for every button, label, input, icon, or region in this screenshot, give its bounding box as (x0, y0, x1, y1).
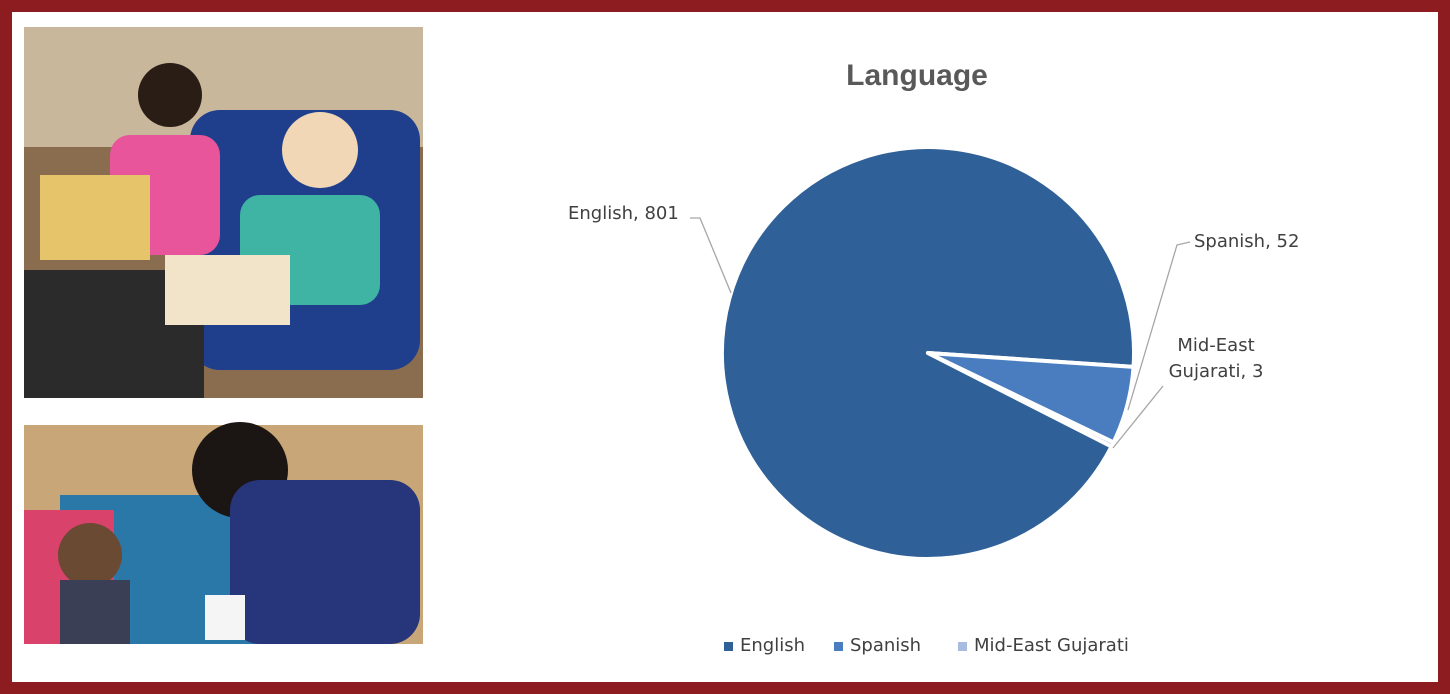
legend-label: English (740, 635, 805, 656)
data-label-value: 52 (1276, 231, 1300, 252)
legend-label: Mid-East Gujarati (974, 635, 1129, 656)
chart-title: Language (846, 59, 988, 92)
photo (24, 27, 423, 398)
leader-line (1112, 385, 1164, 449)
data-label: Mid-East Gujarati, 3 (1168, 335, 1264, 382)
photo (24, 422, 423, 644)
legend-label: Spanish (850, 635, 922, 656)
leader-line (690, 217, 732, 294)
data-label: Spanish, 52 (1194, 231, 1300, 252)
data-label-value: 3 (1251, 361, 1264, 382)
data-label-category: Mid-East Gujarati (1168, 335, 1255, 382)
data-label-value: 801 (644, 203, 679, 224)
legend-marker (834, 642, 843, 651)
data-label-category: Spanish (1194, 231, 1266, 252)
data-label: English, 801 (568, 203, 679, 224)
legend-marker (958, 642, 967, 651)
data-label-category: English (568, 203, 633, 224)
pie-slice (926, 351, 1116, 449)
legend-marker (724, 642, 733, 651)
leader-line (1127, 241, 1191, 411)
